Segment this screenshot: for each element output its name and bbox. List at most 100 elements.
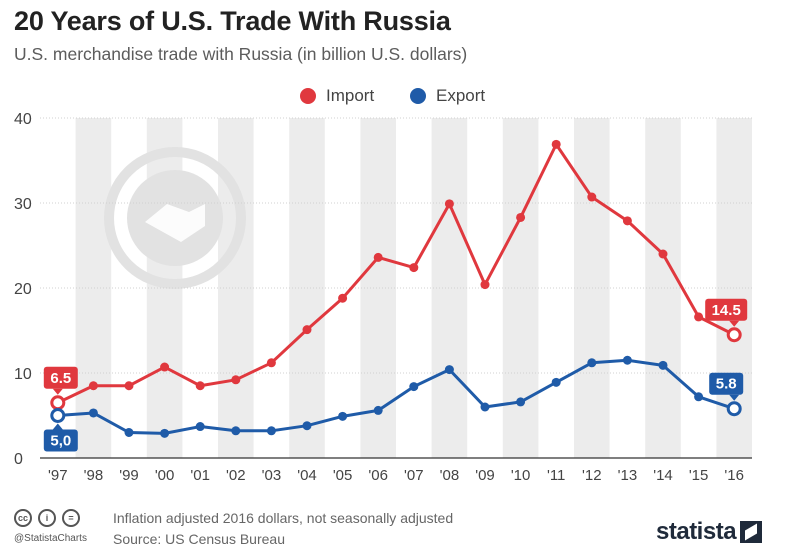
legend-label-export: Export bbox=[436, 86, 486, 105]
attribution-icon: i bbox=[38, 509, 56, 527]
data-point-export bbox=[694, 392, 704, 402]
y-tick-label: 10 bbox=[14, 366, 32, 383]
data-point-export bbox=[726, 401, 742, 417]
x-tick-label: '12 bbox=[582, 467, 602, 484]
x-tick-label: '98 bbox=[84, 467, 104, 484]
brand-wordmark: statista bbox=[656, 518, 737, 545]
callout-box bbox=[705, 298, 748, 321]
y-tick-label: 20 bbox=[14, 281, 32, 298]
social-handle: @StatistaCharts bbox=[14, 533, 87, 544]
callout-box bbox=[709, 372, 744, 395]
series-line-import bbox=[57, 142, 735, 405]
x-tick-label: '04 bbox=[297, 467, 317, 484]
data-label: 14.5 bbox=[712, 302, 741, 319]
data-point-import bbox=[266, 358, 276, 368]
x-tick-label: '00 bbox=[155, 467, 175, 484]
data-point-import bbox=[516, 212, 526, 222]
data-point-import bbox=[50, 395, 66, 411]
y-tick-label: 30 bbox=[14, 196, 32, 213]
data-point-export bbox=[231, 426, 241, 436]
data-point-import bbox=[551, 139, 561, 149]
legend-swatch-import bbox=[300, 88, 316, 104]
watermark-ring-icon bbox=[104, 147, 246, 289]
data-point-import bbox=[622, 216, 632, 226]
data-point-import bbox=[726, 327, 742, 343]
callout-box bbox=[43, 429, 78, 452]
data-label: 6.5 bbox=[50, 370, 71, 387]
data-point-import bbox=[658, 249, 668, 259]
data-point-import bbox=[409, 263, 419, 273]
x-tick-label: '99 bbox=[119, 467, 139, 484]
x-tick-label: '07 bbox=[404, 467, 424, 484]
column-stripe bbox=[431, 118, 468, 458]
brand-mark-icon bbox=[740, 521, 763, 543]
x-tick-label: '97 bbox=[48, 467, 68, 484]
column-stripe bbox=[574, 118, 610, 458]
x-tick-label: '05 bbox=[333, 467, 353, 484]
data-point-export bbox=[160, 428, 170, 438]
chart-legend: Import Export bbox=[0, 84, 785, 108]
data-point-import bbox=[373, 252, 383, 262]
source-link[interactable]: Source: US Census Bureau bbox=[113, 531, 285, 547]
x-tick-label: '03 bbox=[262, 467, 282, 484]
y-tick-label: 0 bbox=[14, 451, 23, 468]
data-point-export bbox=[302, 421, 312, 431]
callout-pointer bbox=[729, 394, 740, 401]
data-point-export bbox=[516, 397, 526, 407]
data-point-export bbox=[658, 360, 668, 370]
data-point-import bbox=[587, 192, 597, 202]
data-label: 5.8 bbox=[716, 376, 737, 393]
chart-subtitle: U.S. merchandise trade with Russia (in b… bbox=[14, 44, 468, 64]
x-tick-label: '06 bbox=[368, 467, 388, 484]
column-stripe bbox=[75, 118, 112, 458]
legend-label-import: Import bbox=[326, 86, 375, 105]
x-tick-label: '02 bbox=[226, 467, 246, 484]
callout-pointer bbox=[52, 388, 63, 395]
data-point-export bbox=[587, 358, 597, 368]
creative-commons-icon: cc bbox=[14, 509, 32, 527]
data-point-export bbox=[622, 355, 632, 365]
data-point-export bbox=[266, 426, 276, 436]
data-point-export bbox=[124, 428, 134, 437]
x-tick-label: '15 bbox=[689, 467, 709, 484]
data-label: 5,0 bbox=[50, 433, 71, 450]
callout-box bbox=[43, 366, 78, 389]
data-point-export bbox=[551, 377, 561, 387]
x-tick-label: '13 bbox=[618, 467, 638, 484]
data-point-import bbox=[88, 381, 98, 391]
callout-pointer bbox=[52, 423, 63, 430]
no-derivatives-icon: = bbox=[62, 509, 80, 527]
data-point-import bbox=[694, 312, 704, 322]
column-stripe bbox=[645, 118, 681, 458]
series-line-export bbox=[57, 358, 735, 435]
x-tick-label: '11 bbox=[547, 467, 565, 484]
x-tick-label: '16 bbox=[724, 467, 744, 484]
legend-item-export: Export bbox=[410, 84, 485, 108]
x-tick-label: '01 bbox=[190, 467, 210, 484]
y-tick-label: 40 bbox=[14, 111, 32, 128]
brand-logo[interactable]: statista bbox=[656, 518, 763, 546]
x-tick-label: '09 bbox=[475, 467, 495, 484]
data-point-export bbox=[373, 405, 383, 415]
legend-item-import: Import bbox=[300, 84, 374, 108]
data-point-export bbox=[195, 422, 205, 432]
x-tick-label: '14 bbox=[653, 467, 673, 484]
data-point-import bbox=[444, 199, 454, 209]
callout-pointer bbox=[729, 320, 740, 327]
data-point-import bbox=[480, 280, 490, 290]
legend-swatch-export bbox=[410, 88, 426, 104]
data-point-export bbox=[338, 411, 348, 421]
license-icons: cc i = bbox=[14, 509, 86, 527]
data-point-import bbox=[302, 325, 312, 335]
data-point-import bbox=[160, 362, 170, 372]
data-point-export bbox=[480, 402, 490, 412]
data-point-export bbox=[409, 382, 419, 392]
data-point-import bbox=[338, 293, 348, 303]
x-tick-label: '08 bbox=[440, 467, 460, 484]
data-point-export bbox=[50, 408, 66, 423]
data-point-import bbox=[124, 381, 134, 391]
data-point-export bbox=[88, 408, 98, 418]
data-point-import bbox=[195, 381, 205, 391]
data-point-import bbox=[231, 375, 241, 385]
